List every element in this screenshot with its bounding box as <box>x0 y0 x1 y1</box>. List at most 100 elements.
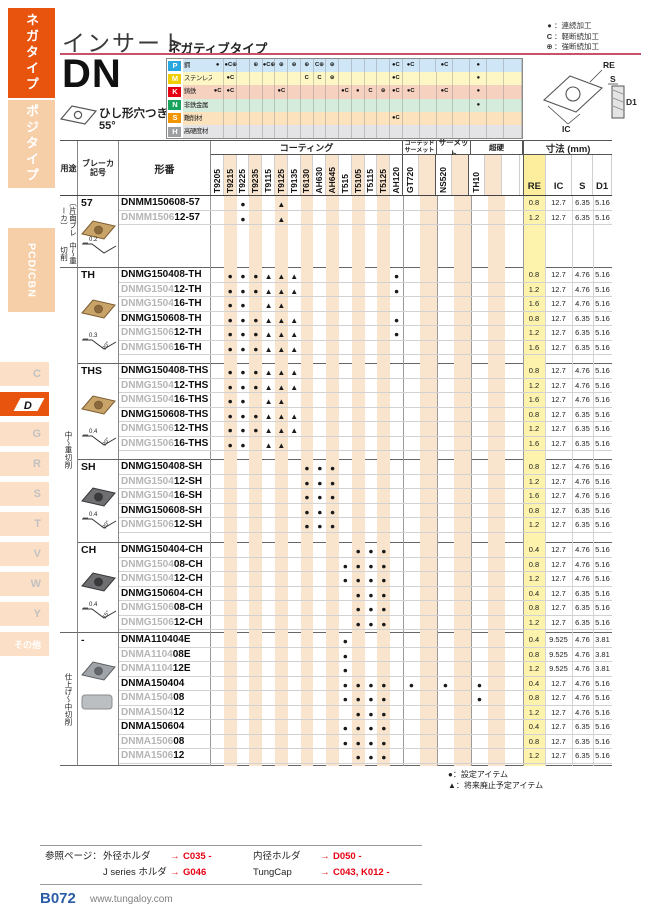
grade-cell <box>352 662 365 676</box>
usage-line: 中〜重切削 <box>59 242 78 265</box>
dim-value-IC: 9.525 <box>549 664 568 673</box>
grade-cell <box>471 648 488 662</box>
material-chip-cell: H <box>167 124 183 139</box>
reference-page-link[interactable]: C035 - <box>183 851 212 862</box>
sidebar-index-Y[interactable]: Y <box>0 602 49 626</box>
grade-column-NS520: NS520 <box>434 155 452 195</box>
grade-cell <box>505 504 523 518</box>
column-stripe <box>275 633 288 766</box>
discontinue-mark: ▲ <box>277 315 286 325</box>
grade-cell: ● <box>237 312 250 326</box>
reference-page-link[interactable]: G046 <box>183 867 207 878</box>
available-mark: ● <box>355 723 361 733</box>
dim-separator <box>593 268 594 364</box>
dimension-label-row: RE IC S D1 <box>524 155 612 195</box>
grade-cell <box>488 379 505 393</box>
discontinue-mark: ▲ <box>277 440 286 450</box>
reference-row: J series ホルダ → G046 TungCap → C043, K012 - <box>45 865 403 881</box>
grade-cell <box>211 662 224 676</box>
sidebar-index-R[interactable]: R <box>0 452 49 476</box>
grade-cell: ● <box>339 572 352 586</box>
grade-cell <box>224 633 237 647</box>
grade-cell <box>224 749 237 763</box>
grade-cell <box>390 341 403 355</box>
grade-cell <box>454 475 471 489</box>
model-number: DNMG150416-THS <box>119 393 211 407</box>
grade-cell <box>403 489 420 503</box>
grade-cell <box>211 283 224 297</box>
sidebar-index-W[interactable]: W <box>0 572 49 596</box>
grade-cell <box>403 558 420 572</box>
sidebar-index-V[interactable]: V <box>0 542 49 566</box>
reference-page-link[interactable]: D050 - <box>333 851 362 862</box>
grade-cell: ● <box>313 475 326 489</box>
grade-cell <box>262 558 275 572</box>
available-mark: ● <box>330 492 336 502</box>
grade-cell <box>403 341 420 355</box>
grade-cell: ● <box>377 735 390 749</box>
material-grade-cell: ●C <box>402 59 420 73</box>
model-separator <box>210 268 211 364</box>
svg-text:0.2: 0.2 <box>89 237 98 243</box>
grade-cell <box>420 720 437 734</box>
group-separator <box>403 196 404 268</box>
sidebar-tab-nega[interactable]: ネガタイプ <box>8 8 55 98</box>
grade-cell <box>377 312 390 326</box>
grade-cell <box>390 543 403 557</box>
grade-cell <box>471 364 488 378</box>
grade-cell <box>365 460 378 474</box>
available-mark: ● <box>381 618 387 629</box>
grade-cell <box>365 518 378 532</box>
grade-cell <box>454 572 471 586</box>
grade-cell <box>275 735 288 749</box>
breaker-cell-CH: CH 0.4 15° <box>78 543 119 632</box>
sidebar-index-S[interactable]: S <box>0 482 49 506</box>
sidebar-index-T[interactable]: T <box>0 512 49 536</box>
insert-row: DNMG150408-CH ● ● ● ● 0.8 12.7 4.76 5.16 <box>119 558 612 572</box>
discontinue-mark: ▲ <box>277 382 286 392</box>
grade-cell <box>420 543 437 557</box>
grade-cell <box>488 437 505 451</box>
material-grade-cell <box>237 124 250 139</box>
grade-cell: ● <box>313 489 326 503</box>
sidebar-tab-posi[interactable]: ポジタイプ <box>8 100 55 188</box>
model-number: DNMG150616-THS <box>119 437 211 451</box>
re-column-bg <box>523 633 545 766</box>
reference-page-link[interactable]: C043, K012 - <box>333 867 390 878</box>
grade-cell <box>301 706 314 720</box>
grade-cell <box>505 558 523 572</box>
model-number: DNMG150408-CH <box>119 558 211 572</box>
grade-cell <box>454 543 471 557</box>
available-mark: ● <box>317 492 323 502</box>
sidebar-index-その他[interactable]: その他 <box>0 632 49 656</box>
sidebar-tab-pcdcbn[interactable]: PCD/CBN <box>8 228 55 312</box>
grade-cell <box>313 393 326 407</box>
model-prefix: DNMG1504 <box>121 298 174 309</box>
sidebar-index-D[interactable]: D <box>0 392 49 416</box>
grade-cell <box>488 326 505 340</box>
dim-value-D1: 5.16 <box>595 284 610 294</box>
grade-cell: ● <box>301 489 314 503</box>
grade-cell <box>488 196 505 210</box>
grade-cell <box>454 691 471 705</box>
insert-row: DNMA110412E ● 1.2 9.525 4.76 3.81 <box>119 662 612 677</box>
grade-cell <box>403 196 420 210</box>
dims-separator <box>523 364 524 460</box>
available-mark: ● <box>381 604 387 614</box>
breaker-label: SH <box>81 461 96 473</box>
dim-value-S: 6.35 <box>575 722 590 731</box>
material-grade-cell <box>351 59 365 73</box>
available-mark: ● <box>253 381 259 392</box>
grade-cell <box>301 326 314 340</box>
material-grade-cell <box>504 124 523 139</box>
model-separator <box>210 460 211 543</box>
index-active-label: D <box>23 399 32 412</box>
legend-row: C ：軽断続加工 <box>545 32 599 43</box>
sidebar-index-G[interactable]: G <box>0 422 49 446</box>
grade-cell <box>420 312 437 326</box>
material-grade-cell <box>419 59 437 73</box>
grade-cell <box>471 297 488 311</box>
insert-row: DNMG150612-THS ● ● ● ▲ ▲ ▲ 1.2 12.7 6.35 5.16 <box>119 422 612 437</box>
usage-column: 〔片面ブレーカ〕 中〜重切削 中〜重切削 仕上げ〜中切削 <box>60 196 78 766</box>
sidebar-index-C[interactable]: C <box>0 362 49 386</box>
